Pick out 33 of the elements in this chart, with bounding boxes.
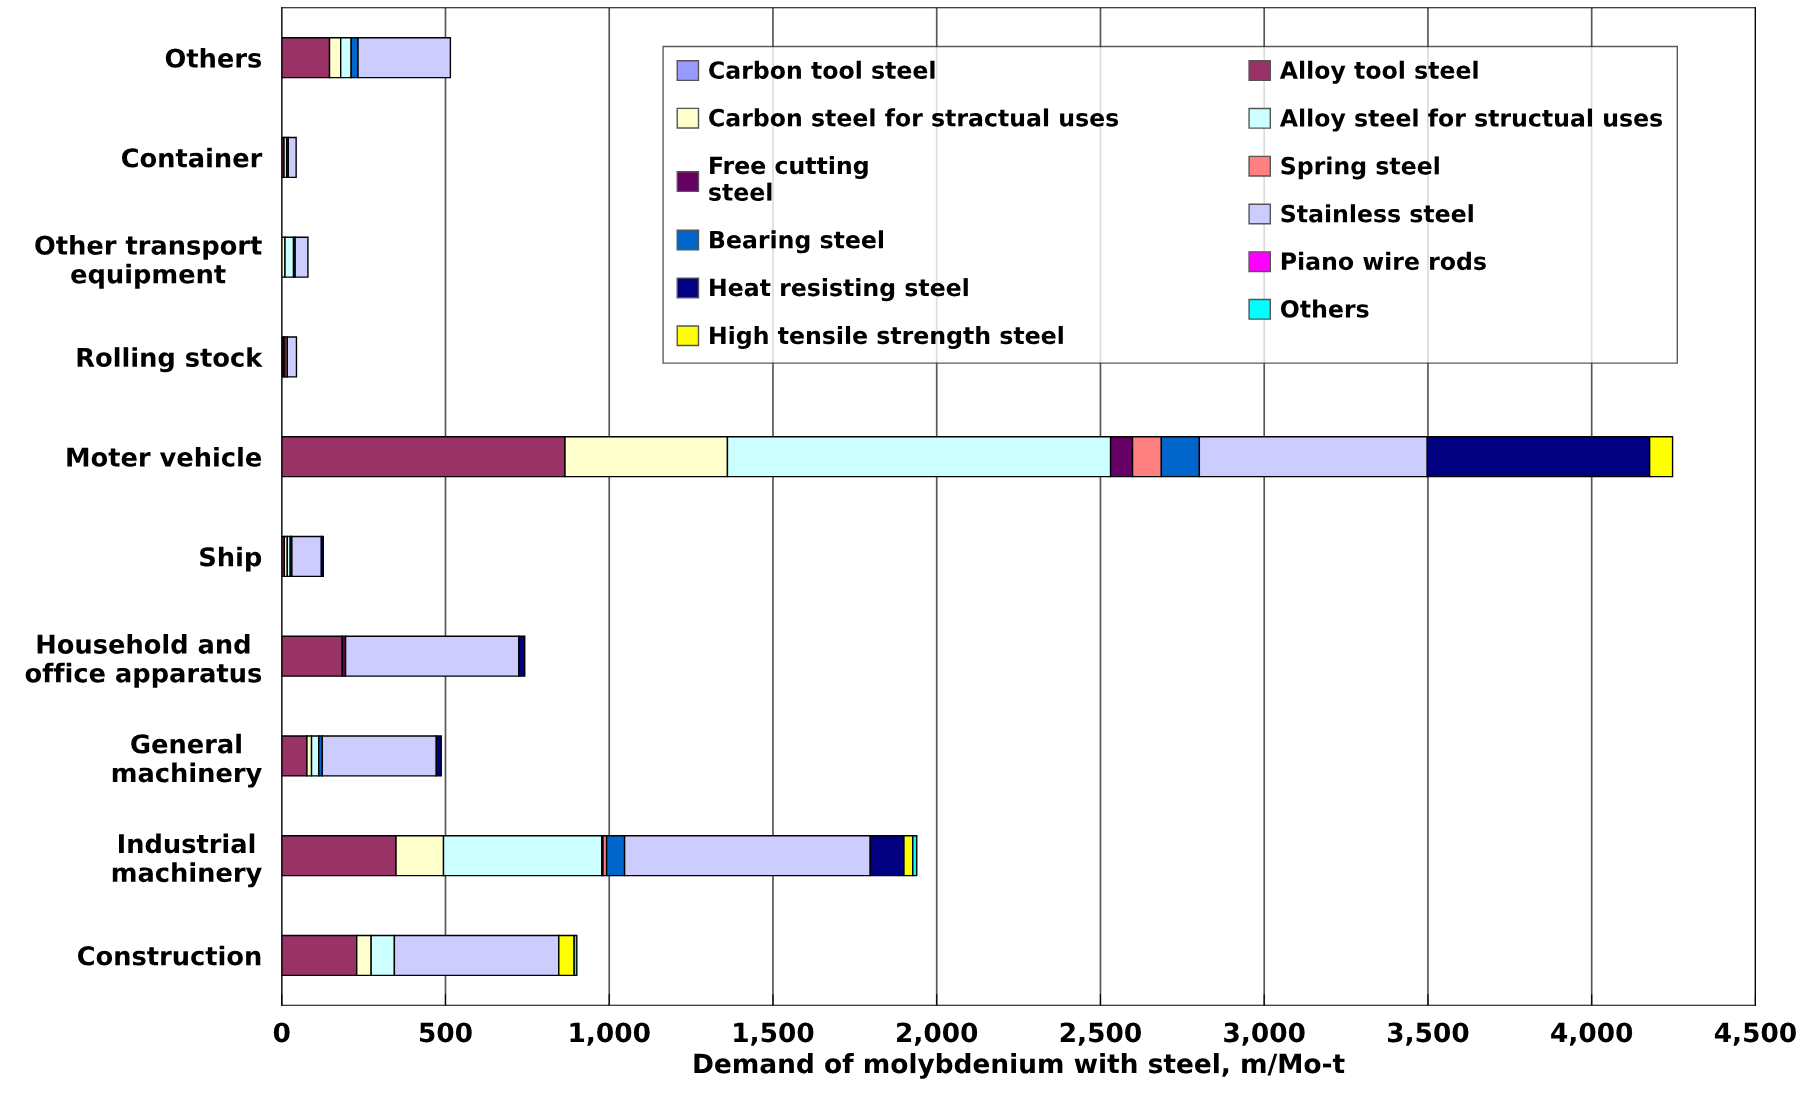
y-tick-label: Others: [165, 47, 262, 68]
y-tick-label: Industrial machinery: [112, 833, 262, 888]
y-tick-label: Moter vehicle: [67, 446, 262, 467]
legend-label: Free cutting steel: [709, 156, 868, 201]
legend-label: Spring steel: [1281, 156, 1439, 180]
x-axis-title: Demand of molybdenium with steel, m/Mo-t: [694, 1053, 1345, 1079]
x-tick-label: 1,000: [570, 1022, 650, 1046]
y-tick-label: Household and office apparatus: [25, 633, 262, 688]
legend-label: Alloy steel for structual uses: [1279, 108, 1663, 132]
x-tick-label: 0: [273, 1022, 290, 1043]
y-tick-label: Container: [121, 147, 263, 168]
y-tick-label: Other transport equipment: [35, 234, 262, 289]
legend-label: Piano wire rods: [1281, 251, 1486, 271]
legend-label: Carbon tool steel: [709, 60, 935, 79]
y-tick-label: Construction: [77, 945, 261, 966]
x-tick-label: 500: [419, 1022, 472, 1043]
legend-label: High tensile strength steel: [710, 325, 1063, 349]
x-tick-label: 3,000: [1224, 1022, 1305, 1046]
legend-label: Carbon steel for stractual uses: [709, 108, 1119, 127]
x-tick-label: 1,500: [734, 1022, 814, 1046]
y-tick-label: General machinery: [112, 733, 262, 788]
legend-label: Heat resisting steel: [710, 278, 968, 302]
legend-label: Alloy tool steel: [1279, 60, 1478, 84]
x-tick-label: 2,000: [897, 1022, 978, 1046]
x-tick-label: 4,000: [1551, 1022, 1633, 1046]
legend-label: Others: [1280, 299, 1369, 318]
x-tick-label: 2,500: [1060, 1022, 1141, 1046]
legend-label: Stainless steel: [1281, 204, 1473, 223]
x-tick-label: 4,500: [1714, 1022, 1796, 1046]
y-tick-label: Rolling stock: [77, 347, 263, 373]
y-tick-label: Ship: [200, 546, 262, 572]
legend-label: Bearing steel: [710, 230, 884, 254]
x-tick-label: 3,500: [1387, 1022, 1469, 1046]
